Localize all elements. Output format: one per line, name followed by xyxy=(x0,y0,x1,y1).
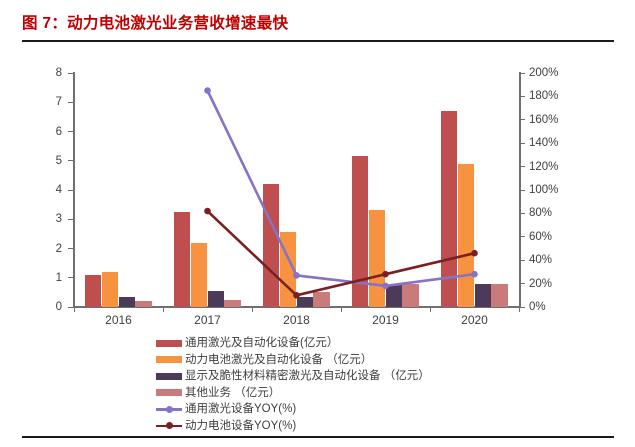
bar-1-2 xyxy=(207,290,224,307)
left-axis-label: 3 xyxy=(55,213,62,226)
bar-3-0 xyxy=(351,156,369,307)
left-axis-tick xyxy=(68,306,73,308)
right-axis-label: 120% xyxy=(529,160,559,173)
right-axis-tick xyxy=(520,212,525,214)
left-axis-tick xyxy=(68,72,73,74)
left-axis-label: 1 xyxy=(55,271,62,284)
x-axis-tick xyxy=(74,307,75,312)
right-axis-tick xyxy=(520,142,525,144)
bar-4-2 xyxy=(474,283,491,307)
right-axis-tick xyxy=(520,189,525,191)
x-axis-label: 2016 xyxy=(105,313,132,327)
bar-2-2 xyxy=(296,296,313,307)
left-axis-label: 2 xyxy=(55,242,62,255)
right-axis-label: 140% xyxy=(529,137,559,150)
left-axis-tick xyxy=(68,101,73,103)
legend-swatch-icon xyxy=(156,389,182,397)
bar-0-3 xyxy=(135,301,152,307)
right-axis-tick xyxy=(520,166,525,168)
right-axis-tick xyxy=(520,72,525,74)
legend-other-business[interactable]: 其他业务 （亿元） xyxy=(156,385,576,402)
legend-label: 通用激光设备YOY(%) xyxy=(185,403,297,416)
bar-2-1 xyxy=(279,232,296,307)
right-axis-label: 80% xyxy=(529,207,553,220)
x-axis-label: 2019 xyxy=(372,313,399,327)
right-axis-label: 40% xyxy=(529,254,553,267)
bar-4-3 xyxy=(491,283,508,307)
right-axis-tick xyxy=(520,306,525,308)
legend-label: 通用激光及自动化设备(亿元） xyxy=(185,337,339,350)
x-axis-label: 2017 xyxy=(194,313,221,327)
legend-label: 动力电池设备YOY(%) xyxy=(185,419,297,432)
right-axis-label: 100% xyxy=(529,184,559,196)
bar-0-0 xyxy=(84,274,102,307)
footer-divider xyxy=(22,436,614,438)
left-axis-label: 7 xyxy=(55,96,62,109)
bar-4-0 xyxy=(440,111,458,307)
legend-display-brittle[interactable]: 显示及脆性材料精密激光及自动化设备 （亿元） xyxy=(156,368,576,385)
bar-1-1 xyxy=(190,242,207,307)
legend-swatch-icon xyxy=(156,356,182,364)
right-axis-label: 0% xyxy=(529,301,546,313)
right-axis-label: 200% xyxy=(529,67,559,79)
x-axis-tick xyxy=(252,307,253,312)
left-axis-label: 5 xyxy=(55,154,62,167)
legend-general-yoy[interactable]: 通用激光设备YOY(%) xyxy=(156,401,576,418)
left-axis-tick xyxy=(68,277,73,279)
x-axis-label: 2020 xyxy=(461,313,488,327)
bar-3-3 xyxy=(402,283,419,307)
legend-battery-laser[interactable]: 动力电池激光及自动化设备 （亿元） xyxy=(156,352,576,369)
chart-legend: 通用激光及自动化设备(亿元） 动力电池激光及自动化设备 （亿元） 显示及脆性材料精密… xyxy=(156,335,576,434)
right-axis-tick xyxy=(520,95,525,97)
legend-swatch-icon xyxy=(156,339,182,347)
legend-label: 显示及脆性材料精密激光及自动化设备 （亿元） xyxy=(185,370,430,383)
bar-0-2 xyxy=(118,296,135,307)
legend-swatch-icon xyxy=(156,372,182,380)
right-axis-label: 180% xyxy=(529,90,559,103)
legend-battery-yoy[interactable]: 动力电池设备YOY(%) xyxy=(156,418,576,435)
legend-label: 动力电池激光及自动化设备 （亿元） xyxy=(185,353,373,366)
legend-line-icon xyxy=(156,421,182,431)
left-axis-line xyxy=(73,72,75,308)
page-title: 图 7：动力电池激光业务营收增速最快 xyxy=(22,15,289,32)
left-axis-tick xyxy=(68,131,73,132)
x-axis-tick xyxy=(163,307,164,312)
title-divider xyxy=(22,40,614,42)
left-axis-tick xyxy=(68,248,73,249)
bar-3-1 xyxy=(368,210,385,307)
right-axis-label: 20% xyxy=(529,277,553,290)
left-axis-label: 6 xyxy=(55,125,62,138)
bar-1-0 xyxy=(173,211,191,307)
bar-4-1 xyxy=(457,163,474,307)
legend-general-laser[interactable]: 通用激光及自动化设备(亿元） xyxy=(156,335,576,352)
x-axis-tick xyxy=(430,307,431,312)
left-axis-tick xyxy=(68,189,73,191)
plot-area xyxy=(74,73,519,307)
left-axis-label: 0 xyxy=(55,301,62,313)
x-axis-label: 2018 xyxy=(283,313,310,327)
left-axis-label: 4 xyxy=(55,184,62,196)
x-axis-tick xyxy=(341,307,342,312)
right-axis-tick xyxy=(520,259,525,261)
right-axis-label: 160% xyxy=(529,113,559,126)
bar-0-1 xyxy=(101,271,118,307)
right-axis-label: 60% xyxy=(529,230,553,243)
left-axis-tick xyxy=(68,218,73,220)
bar-3-2 xyxy=(385,285,402,307)
x-axis-tick xyxy=(519,307,520,312)
bar-2-0 xyxy=(262,184,280,307)
legend-label: 其他业务 （亿元） xyxy=(185,386,281,399)
right-axis-tick xyxy=(520,236,525,238)
right-axis-tick xyxy=(520,119,525,121)
bar-1-3 xyxy=(224,299,241,307)
left-axis-tick xyxy=(68,160,73,162)
figure-title-block: 图 7：动力电池激光业务营收增速最快 xyxy=(22,14,614,42)
right-axis-line xyxy=(519,72,521,308)
legend-line-icon xyxy=(156,404,182,414)
left-axis-label: 8 xyxy=(55,67,62,79)
bar-2-3 xyxy=(313,292,330,307)
right-axis-tick xyxy=(520,283,525,285)
